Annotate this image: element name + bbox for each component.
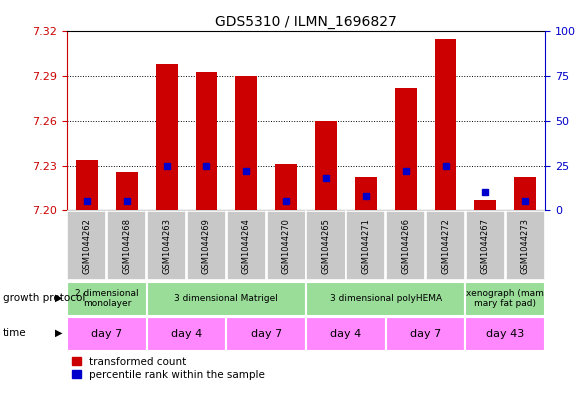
Text: GSM1044273: GSM1044273	[521, 218, 530, 274]
Text: GSM1044271: GSM1044271	[361, 218, 370, 274]
Text: day 7: day 7	[92, 329, 122, 339]
Text: GSM1044272: GSM1044272	[441, 218, 450, 274]
Legend: transformed count, percentile rank within the sample: transformed count, percentile rank withi…	[72, 357, 265, 380]
Bar	[76, 160, 98, 210]
Bar	[195, 72, 217, 210]
Text: GSM1044262: GSM1044262	[82, 218, 92, 274]
FancyBboxPatch shape	[386, 211, 425, 280]
Text: day 7: day 7	[410, 329, 441, 339]
Bar	[434, 39, 456, 210]
Text: time: time	[3, 328, 27, 338]
Text: day 4: day 4	[171, 329, 202, 339]
Bar	[275, 164, 297, 210]
Text: xenograph (mam
mary fat pad): xenograph (mam mary fat pad)	[466, 289, 544, 309]
FancyBboxPatch shape	[147, 211, 186, 280]
Text: ▶: ▶	[55, 328, 62, 338]
FancyBboxPatch shape	[306, 282, 465, 316]
Text: day 4: day 4	[331, 329, 361, 339]
Bar	[475, 200, 496, 210]
Bar	[156, 64, 178, 210]
Text: GSM1044264: GSM1044264	[242, 218, 251, 274]
Bar	[395, 88, 417, 210]
FancyBboxPatch shape	[466, 211, 505, 280]
FancyBboxPatch shape	[147, 282, 306, 316]
Text: GSM1044270: GSM1044270	[282, 218, 291, 274]
FancyBboxPatch shape	[465, 282, 545, 316]
FancyBboxPatch shape	[307, 211, 346, 280]
Text: day 43: day 43	[486, 329, 524, 339]
Text: growth protocol: growth protocol	[3, 293, 85, 303]
Text: 3 dimensional polyHEMA: 3 dimensional polyHEMA	[330, 294, 442, 303]
Title: GDS5310 / ILMN_1696827: GDS5310 / ILMN_1696827	[215, 15, 397, 29]
Text: GSM1044268: GSM1044268	[122, 218, 131, 274]
Text: GSM1044267: GSM1044267	[481, 218, 490, 274]
Bar	[315, 121, 337, 210]
Text: GSM1044266: GSM1044266	[401, 218, 410, 274]
FancyBboxPatch shape	[426, 211, 465, 280]
FancyBboxPatch shape	[386, 317, 465, 351]
Bar	[116, 171, 138, 210]
FancyBboxPatch shape	[266, 211, 305, 280]
FancyBboxPatch shape	[227, 211, 266, 280]
Text: GSM1044263: GSM1044263	[162, 218, 171, 274]
FancyBboxPatch shape	[505, 211, 545, 280]
FancyBboxPatch shape	[306, 317, 386, 351]
FancyBboxPatch shape	[68, 211, 107, 280]
FancyBboxPatch shape	[67, 282, 147, 316]
Text: day 7: day 7	[251, 329, 282, 339]
Text: 2 dimensional
monolayer: 2 dimensional monolayer	[75, 289, 139, 309]
Text: 3 dimensional Matrigel: 3 dimensional Matrigel	[174, 294, 278, 303]
FancyBboxPatch shape	[67, 317, 147, 351]
Text: GSM1044269: GSM1044269	[202, 218, 211, 274]
Bar	[355, 178, 377, 210]
Bar	[514, 178, 536, 210]
FancyBboxPatch shape	[187, 211, 226, 280]
FancyBboxPatch shape	[226, 317, 306, 351]
FancyBboxPatch shape	[107, 211, 146, 280]
FancyBboxPatch shape	[147, 317, 226, 351]
Bar	[236, 76, 257, 210]
Text: ▶: ▶	[55, 293, 62, 303]
FancyBboxPatch shape	[346, 211, 385, 280]
Text: GSM1044265: GSM1044265	[321, 218, 331, 274]
FancyBboxPatch shape	[465, 317, 545, 351]
